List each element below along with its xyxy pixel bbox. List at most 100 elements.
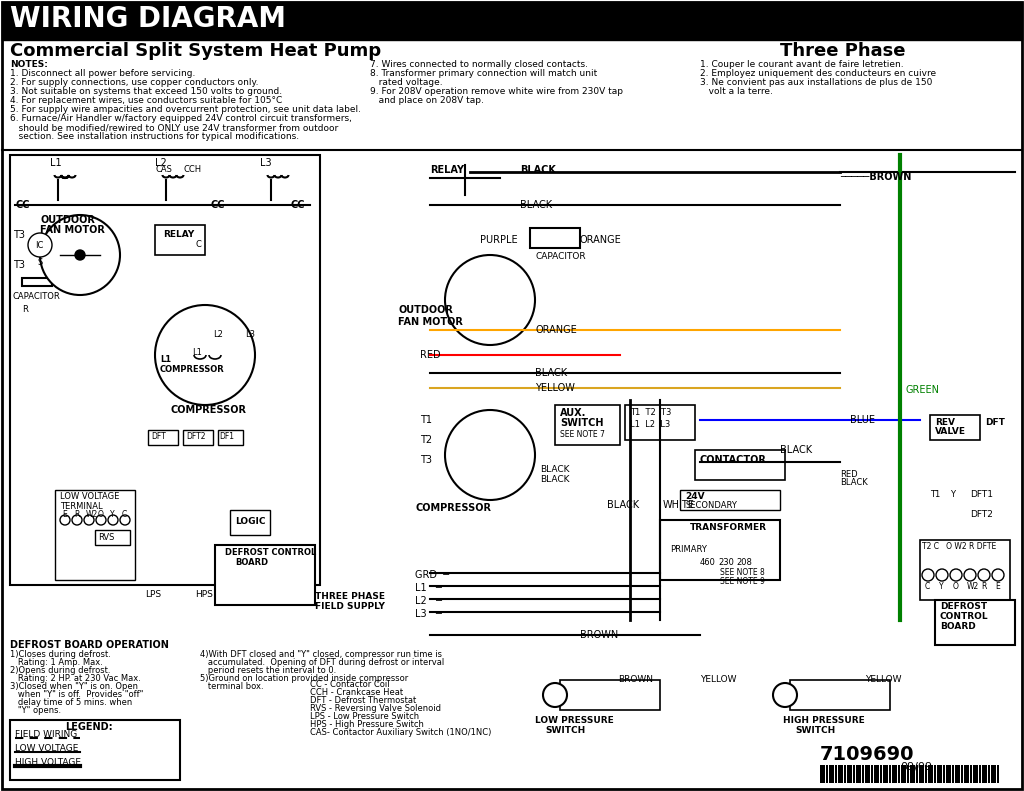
Text: W2: W2 bbox=[86, 510, 98, 519]
Bar bbox=[997, 765, 998, 783]
Text: accumulated.  Opening of DFT during defrost or interval: accumulated. Opening of DFT during defro… bbox=[200, 658, 444, 667]
Text: BLACK: BLACK bbox=[520, 200, 552, 210]
Text: BROWN: BROWN bbox=[580, 630, 618, 640]
Text: E: E bbox=[995, 582, 999, 591]
Text: DEFROST BOARD OPERATION: DEFROST BOARD OPERATION bbox=[10, 640, 169, 650]
Circle shape bbox=[978, 569, 990, 581]
Text: SWITCH: SWITCH bbox=[545, 726, 586, 735]
Text: HIGH PRESSURE: HIGH PRESSURE bbox=[783, 716, 864, 725]
Bar bbox=[930, 415, 980, 440]
Text: L3: L3 bbox=[260, 158, 271, 168]
Bar bbox=[910, 765, 913, 783]
Text: PURPLE: PURPLE bbox=[480, 235, 517, 245]
Text: SECONDARY: SECONDARY bbox=[685, 501, 737, 510]
Circle shape bbox=[84, 515, 94, 525]
Text: section. See installation instructions for typical modifications.: section. See installation instructions f… bbox=[10, 132, 299, 141]
Text: 8. Transformer primary connection will match unit: 8. Transformer primary connection will m… bbox=[370, 69, 597, 78]
Text: DFT: DFT bbox=[985, 418, 1005, 427]
Text: 5)Ground on location provided inside compressor: 5)Ground on location provided inside com… bbox=[200, 674, 409, 683]
Text: T1: T1 bbox=[420, 415, 432, 425]
Text: "Y" opens.: "Y" opens. bbox=[10, 706, 61, 715]
Text: L1
COMPRESSOR: L1 COMPRESSOR bbox=[160, 355, 224, 374]
Circle shape bbox=[60, 515, 70, 525]
Text: BLACK: BLACK bbox=[520, 165, 556, 175]
Bar bbox=[973, 765, 977, 783]
Bar bbox=[931, 765, 933, 783]
Text: SEE NOTE 7: SEE NOTE 7 bbox=[560, 430, 605, 439]
Text: volt a la terre.: volt a la terre. bbox=[700, 87, 773, 96]
Text: DFT1: DFT1 bbox=[970, 490, 993, 499]
Bar bbox=[920, 540, 1010, 600]
Text: terminal box.: terminal box. bbox=[200, 682, 263, 691]
Text: 230: 230 bbox=[718, 558, 734, 567]
Text: Y: Y bbox=[110, 510, 115, 519]
Text: BLUE: BLUE bbox=[850, 415, 874, 425]
Text: BLACK: BLACK bbox=[535, 368, 567, 378]
Circle shape bbox=[155, 305, 255, 405]
Circle shape bbox=[445, 410, 535, 500]
Text: E: E bbox=[62, 510, 67, 519]
Text: 7109690: 7109690 bbox=[820, 745, 914, 764]
Bar bbox=[991, 765, 994, 783]
Text: LOW PRESSURE: LOW PRESSURE bbox=[535, 716, 613, 725]
Bar bbox=[859, 765, 860, 783]
Bar bbox=[790, 680, 890, 710]
Circle shape bbox=[96, 515, 106, 525]
Text: BLACK: BLACK bbox=[607, 500, 639, 510]
Circle shape bbox=[992, 569, 1004, 581]
Text: 9. For 208V operation remove white wire from 230V tap: 9. For 208V operation remove white wire … bbox=[370, 87, 623, 96]
Bar bbox=[877, 765, 879, 783]
Bar bbox=[2, 2, 1022, 40]
Text: CC - Contactor Coil: CC - Contactor Coil bbox=[310, 680, 389, 689]
Bar bbox=[928, 765, 932, 783]
Text: CC: CC bbox=[290, 200, 304, 210]
Bar bbox=[949, 765, 950, 783]
Text: C: C bbox=[122, 510, 127, 519]
Circle shape bbox=[964, 569, 976, 581]
Text: COMPRESSOR: COMPRESSOR bbox=[170, 405, 246, 415]
Bar bbox=[853, 765, 854, 783]
Text: W2: W2 bbox=[967, 582, 979, 591]
Text: L2: L2 bbox=[213, 330, 223, 339]
Text: HPS - High Pressure Switch: HPS - High Pressure Switch bbox=[310, 720, 424, 729]
Bar bbox=[856, 765, 859, 783]
Bar bbox=[943, 765, 944, 783]
Text: FIELD WIRING: FIELD WIRING bbox=[15, 730, 77, 739]
Text: L2   ─: L2 ─ bbox=[415, 596, 442, 606]
Bar bbox=[660, 520, 780, 580]
Bar bbox=[904, 765, 905, 783]
Bar bbox=[967, 765, 969, 783]
Text: GREEN: GREEN bbox=[905, 385, 939, 395]
Text: CC: CC bbox=[210, 200, 224, 210]
Text: Commercial Split System Heat Pump: Commercial Split System Heat Pump bbox=[10, 42, 381, 60]
Bar bbox=[970, 765, 972, 783]
Bar bbox=[215, 545, 315, 605]
Text: S: S bbox=[37, 258, 42, 267]
Text: L2: L2 bbox=[155, 158, 167, 168]
Text: T1: T1 bbox=[930, 490, 940, 499]
Text: DFT2: DFT2 bbox=[186, 432, 206, 441]
Text: DEFROST: DEFROST bbox=[940, 602, 987, 611]
Bar bbox=[55, 490, 135, 580]
Bar bbox=[695, 450, 785, 480]
Text: Rating: 2 HP. at 230 Vac Max.: Rating: 2 HP. at 230 Vac Max. bbox=[10, 674, 141, 683]
Text: 1. Couper le courant avant de faire letretien.: 1. Couper le courant avant de faire letr… bbox=[700, 60, 903, 69]
Text: SWITCH: SWITCH bbox=[795, 726, 836, 735]
Bar bbox=[829, 765, 833, 783]
Text: BLACK: BLACK bbox=[840, 478, 867, 487]
Bar bbox=[862, 765, 863, 783]
Bar bbox=[560, 680, 660, 710]
Text: RELAY: RELAY bbox=[430, 165, 464, 175]
Text: delay time of 5 mins. when: delay time of 5 mins. when bbox=[10, 698, 132, 707]
Bar bbox=[916, 765, 918, 783]
Text: OUTDOOR: OUTDOOR bbox=[40, 215, 95, 225]
Text: O: O bbox=[98, 510, 103, 519]
Text: BLACK: BLACK bbox=[780, 445, 812, 455]
Bar bbox=[826, 765, 827, 783]
Text: LOW VOLTAGE: LOW VOLTAGE bbox=[60, 492, 120, 501]
Text: R: R bbox=[981, 582, 986, 591]
Circle shape bbox=[120, 515, 130, 525]
Text: TRANSFORMER: TRANSFORMER bbox=[690, 523, 767, 532]
Text: T2 C   O W2 R DFTE: T2 C O W2 R DFTE bbox=[922, 542, 996, 551]
Bar bbox=[898, 765, 899, 783]
